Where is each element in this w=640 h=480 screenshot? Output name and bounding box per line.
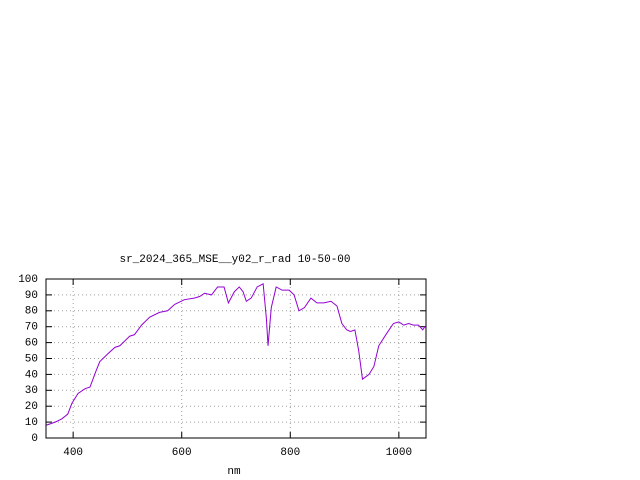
y-tick-label: 50 [25,353,38,365]
chart-title: sr_2024_365_MSE__y02_r_rad 10-50-00 [119,254,350,266]
y-tick-label: 100 [18,274,38,286]
y-tick-label: 40 [25,369,38,381]
y-tick-label: 30 [25,385,38,397]
x-axis-label: nm [227,466,241,478]
x-tick-label: 1000 [386,447,412,459]
y-tick-label: 80 [25,306,38,318]
y-tick-label: 0 [31,433,38,445]
x-tick-label: 400 [63,447,83,459]
y-tick-label: 10 [25,417,38,429]
x-tick-label: 800 [280,447,300,459]
plot-frame [45,278,427,439]
y-tick-label: 90 [25,290,38,302]
y-tick-label: 20 [25,401,38,413]
y-tick-label: 60 [25,338,38,350]
x-tick-label: 600 [172,447,192,459]
data-line [45,282,426,426]
y-tick-label: 70 [25,322,38,334]
